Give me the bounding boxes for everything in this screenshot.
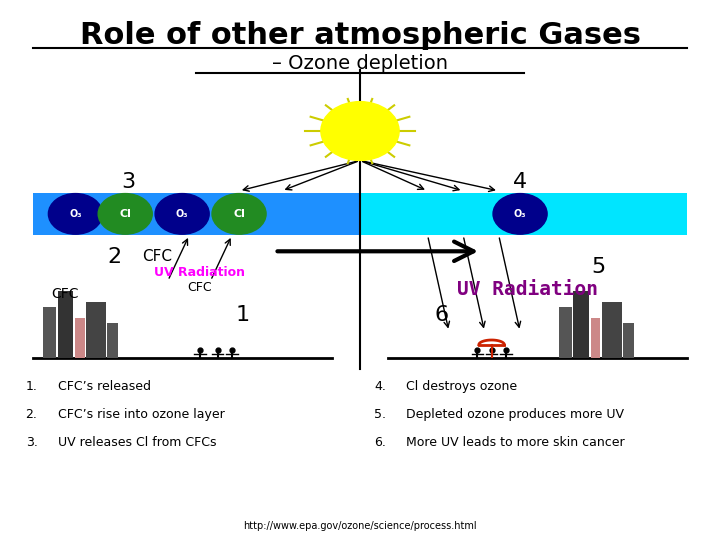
Circle shape	[155, 193, 210, 234]
Text: 5: 5	[591, 258, 606, 278]
Bar	[360, 192, 688, 235]
Text: CFC: CFC	[188, 281, 212, 294]
Circle shape	[493, 193, 547, 234]
Text: O₃: O₃	[176, 209, 189, 219]
Text: 5.: 5.	[374, 408, 386, 421]
Bar	[559, 307, 572, 358]
Bar	[591, 318, 600, 358]
Text: 3.: 3.	[26, 436, 37, 449]
Bar	[43, 307, 56, 358]
Text: CFC’s released: CFC’s released	[58, 380, 150, 393]
Text: 2: 2	[107, 247, 122, 267]
Text: 6: 6	[435, 306, 449, 326]
Circle shape	[48, 193, 102, 234]
Bar	[624, 323, 634, 358]
Text: CFC: CFC	[143, 249, 172, 264]
Text: 3: 3	[122, 172, 136, 192]
Text: Role of other atmospheric Gases: Role of other atmospheric Gases	[79, 22, 641, 50]
Text: Cl: Cl	[233, 209, 245, 219]
Bar	[32, 192, 360, 235]
Circle shape	[98, 193, 152, 234]
Text: 4.: 4.	[374, 380, 386, 393]
Text: CFC’s rise into ozone layer: CFC’s rise into ozone layer	[58, 408, 225, 421]
Bar	[76, 318, 85, 358]
Bar	[58, 292, 73, 358]
Bar	[107, 323, 118, 358]
Text: 6.: 6.	[374, 436, 386, 449]
Text: O₃: O₃	[514, 209, 526, 219]
Text: Cl: Cl	[120, 209, 131, 219]
Text: Depleted ozone produces more UV: Depleted ozone produces more UV	[406, 408, 624, 421]
Text: UV releases Cl from CFCs: UV releases Cl from CFCs	[58, 436, 216, 449]
Text: 1: 1	[235, 306, 250, 326]
Text: O₃: O₃	[69, 209, 81, 219]
Text: More UV leads to more skin cancer: More UV leads to more skin cancer	[406, 436, 625, 449]
Text: UV Radiation: UV Radiation	[154, 266, 246, 279]
Text: http://www.epa.gov/ozone/science/process.html: http://www.epa.gov/ozone/science/process…	[243, 521, 477, 531]
Text: Cl destroys ozone: Cl destroys ozone	[406, 380, 518, 393]
Bar	[602, 302, 622, 358]
Text: UV Radiation: UV Radiation	[456, 280, 598, 299]
Circle shape	[212, 193, 266, 234]
Text: 4: 4	[513, 172, 527, 192]
Bar	[573, 292, 589, 358]
Text: 1.: 1.	[26, 380, 37, 393]
Circle shape	[321, 102, 399, 160]
Bar	[86, 302, 106, 358]
Text: 2.: 2.	[26, 408, 37, 421]
Text: CFC: CFC	[51, 287, 78, 301]
Text: – Ozone depletion: – Ozone depletion	[272, 53, 448, 72]
